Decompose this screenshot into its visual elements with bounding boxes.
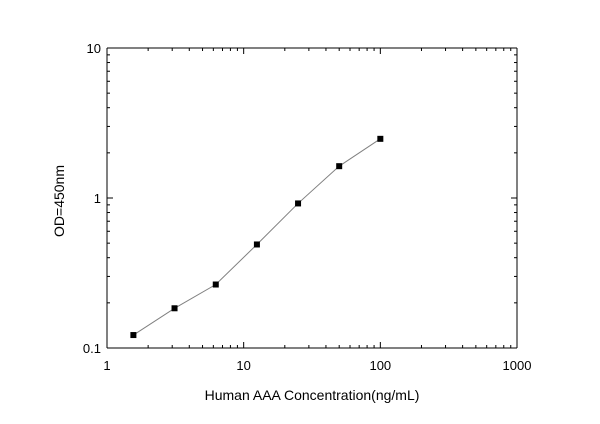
axes bbox=[106, 47, 518, 349]
x-tick-label: 100 bbox=[369, 358, 391, 373]
series bbox=[130, 135, 384, 339]
x-tick-label: 10 bbox=[236, 358, 250, 373]
data-point bbox=[295, 200, 302, 207]
x-axis-title: Human AAA Concentration(ng/mL) bbox=[205, 387, 420, 403]
data-point bbox=[253, 241, 260, 248]
data-point bbox=[130, 332, 137, 339]
data-point bbox=[377, 135, 384, 142]
x-tick-label: 1 bbox=[103, 358, 110, 373]
data-point bbox=[212, 281, 219, 288]
data-point bbox=[171, 305, 178, 312]
series-line bbox=[133, 138, 381, 336]
data-point bbox=[336, 163, 343, 170]
y-axis-title: OD=450nm bbox=[51, 165, 67, 237]
y-tick-label: 1 bbox=[94, 191, 101, 206]
x-tick-label: 1000 bbox=[503, 358, 532, 373]
y-tick-label: 0.1 bbox=[83, 341, 101, 356]
y-tick-label: 10 bbox=[87, 41, 101, 56]
